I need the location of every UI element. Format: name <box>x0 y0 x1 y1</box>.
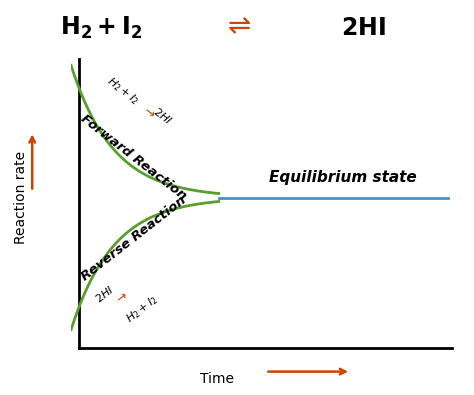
Text: Time: Time <box>201 372 234 386</box>
Text: $\rightarrow$: $\rightarrow$ <box>139 102 158 121</box>
Text: Forward Reaction: Forward Reaction <box>78 112 189 202</box>
Text: Equilibrium state: Equilibrium state <box>269 171 417 186</box>
Text: $\rightleftharpoons$: $\rightleftharpoons$ <box>222 12 252 40</box>
Text: $H_2 + I_2$: $H_2 + I_2$ <box>124 292 161 325</box>
Text: Reaction rate: Reaction rate <box>14 151 27 244</box>
Text: $2HI\ $: $2HI\ $ <box>92 283 116 305</box>
Text: $\rightarrow$: $\rightarrow$ <box>112 288 131 308</box>
Text: $H_2 + I_2\ $: $H_2 + I_2\ $ <box>104 74 142 107</box>
Text: Reverse Reaction: Reverse Reaction <box>78 193 188 283</box>
Text: $\mathbf{2HI}$: $\mathbf{2HI}$ <box>341 16 386 40</box>
Text: $\mathbf{H_2 + I_2}$: $\mathbf{H_2 + I_2}$ <box>60 15 142 41</box>
Text: $2HI$: $2HI$ <box>151 105 174 127</box>
